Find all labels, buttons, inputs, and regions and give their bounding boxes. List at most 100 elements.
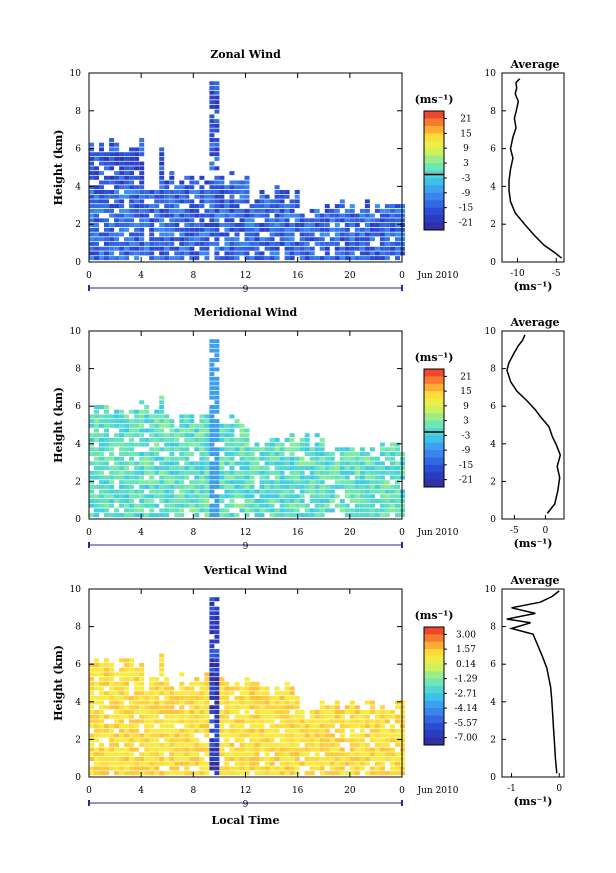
heatmap-cell <box>249 742 255 747</box>
x-tick-label: 0 <box>399 271 405 281</box>
heatmap-cell <box>269 232 275 237</box>
heatmap-cell <box>339 714 345 719</box>
heatmap-cell <box>339 213 345 218</box>
heatmap-cell <box>174 237 180 242</box>
heatmap-cell <box>379 710 385 714</box>
heatmap-cell <box>204 456 210 461</box>
heatmap-cell <box>334 208 340 213</box>
colorbar-segment <box>424 398 444 407</box>
heatmap-cell <box>144 213 150 218</box>
heatmap-cell <box>179 419 185 424</box>
heatmap-cell <box>229 456 235 461</box>
heatmap-cell <box>239 503 245 508</box>
heatmap-cell <box>139 204 145 209</box>
heatmap-cell <box>299 513 305 518</box>
heatmap-cell <box>134 771 140 776</box>
heatmap-cell <box>329 213 335 218</box>
heatmap-cell <box>89 414 94 419</box>
heatmap-cell <box>374 251 380 256</box>
heatmap-cell <box>99 433 104 438</box>
heatmap-cell <box>379 719 385 724</box>
heatmap-cell <box>339 452 345 456</box>
heatmap-cell <box>379 480 385 485</box>
heatmap-cell <box>274 691 280 696</box>
heatmap-cell <box>174 185 180 190</box>
heatmap-cell <box>374 742 380 747</box>
colorbar-segment <box>424 163 444 171</box>
heatmap-cell <box>374 466 380 471</box>
heatmap-cell <box>274 489 280 494</box>
y-axis-label: Height (km) <box>52 645 65 721</box>
heatmap-cell <box>189 700 195 705</box>
heatmap-cell <box>164 456 170 461</box>
heatmap-cell <box>390 499 395 503</box>
heatmap-cell <box>244 223 250 227</box>
heatmap-cell <box>159 199 165 204</box>
heatmap-cell <box>384 733 390 738</box>
heatmap-cell <box>194 724 200 729</box>
heatmap-cell <box>209 381 215 386</box>
heatmap-cell <box>249 503 255 508</box>
heatmap-cell <box>89 204 94 209</box>
heatmap-cell <box>104 724 109 729</box>
heatmap-cell <box>189 185 195 190</box>
heatmap-cell <box>274 437 280 442</box>
heatmap-cell <box>334 738 340 743</box>
heatmap-cell <box>229 185 235 190</box>
heatmap-cell <box>119 409 125 414</box>
heatmap-cell <box>114 710 120 714</box>
heatmap-cell <box>364 747 370 752</box>
heatmap-cell <box>344 503 350 508</box>
heatmap-cell <box>319 489 325 494</box>
heatmap-cell <box>244 185 250 190</box>
heatmap-cell <box>179 686 185 691</box>
heatmap-cell <box>395 475 400 480</box>
heatmap-cell <box>219 175 225 180</box>
heatmap-cell <box>204 752 210 757</box>
heatmap-cell <box>229 466 235 471</box>
heatmap-cell <box>284 447 290 452</box>
heatmap-cell <box>274 199 280 204</box>
heatmap-cell <box>114 171 120 176</box>
heatmap-cell <box>234 494 240 499</box>
heatmap-cell <box>189 419 195 424</box>
heatmap-cell <box>114 700 120 705</box>
heatmap-cell <box>94 710 99 714</box>
heatmap-cell <box>189 724 195 729</box>
heatmap-cell <box>279 499 285 503</box>
heatmap-cell <box>264 766 270 771</box>
heatmap-cell <box>314 218 320 223</box>
heatmap-cell <box>194 470 200 475</box>
heatmap-cell <box>164 503 170 508</box>
heatmap-cell <box>189 227 195 232</box>
heatmap-cell <box>99 752 104 757</box>
heatmap-cell <box>339 761 345 766</box>
heatmap-cell <box>374 710 380 714</box>
heatmap-cell <box>294 194 300 199</box>
heatmap-cell <box>274 480 280 485</box>
heatmap-cell <box>249 232 255 237</box>
heatmap-cell <box>104 156 109 161</box>
heatmap-cell <box>299 246 305 251</box>
heatmap-cell <box>390 771 395 776</box>
heatmap-cell <box>309 738 315 743</box>
heatmap-cell <box>104 180 109 185</box>
heatmap-cell <box>294 724 300 729</box>
heatmap-cell <box>214 752 220 757</box>
heatmap-cell <box>374 719 380 724</box>
heatmap-cell <box>284 733 290 738</box>
heatmap-cell <box>194 442 200 447</box>
colorbar-segment <box>424 376 444 385</box>
colorbar-tick-label: 3 <box>463 417 469 427</box>
heatmap-cell <box>274 724 280 729</box>
heatmap-cell <box>134 161 140 166</box>
heatmap-cell <box>359 251 365 256</box>
heatmap-cell <box>134 414 140 419</box>
heatmap-cell <box>209 695 215 700</box>
heatmap-cell <box>164 747 170 752</box>
heatmap-cell <box>289 733 295 738</box>
heatmap-cell <box>204 442 210 447</box>
heatmap-cell <box>379 724 385 729</box>
heatmap-cell <box>134 738 140 743</box>
heatmap-cell <box>174 466 180 471</box>
